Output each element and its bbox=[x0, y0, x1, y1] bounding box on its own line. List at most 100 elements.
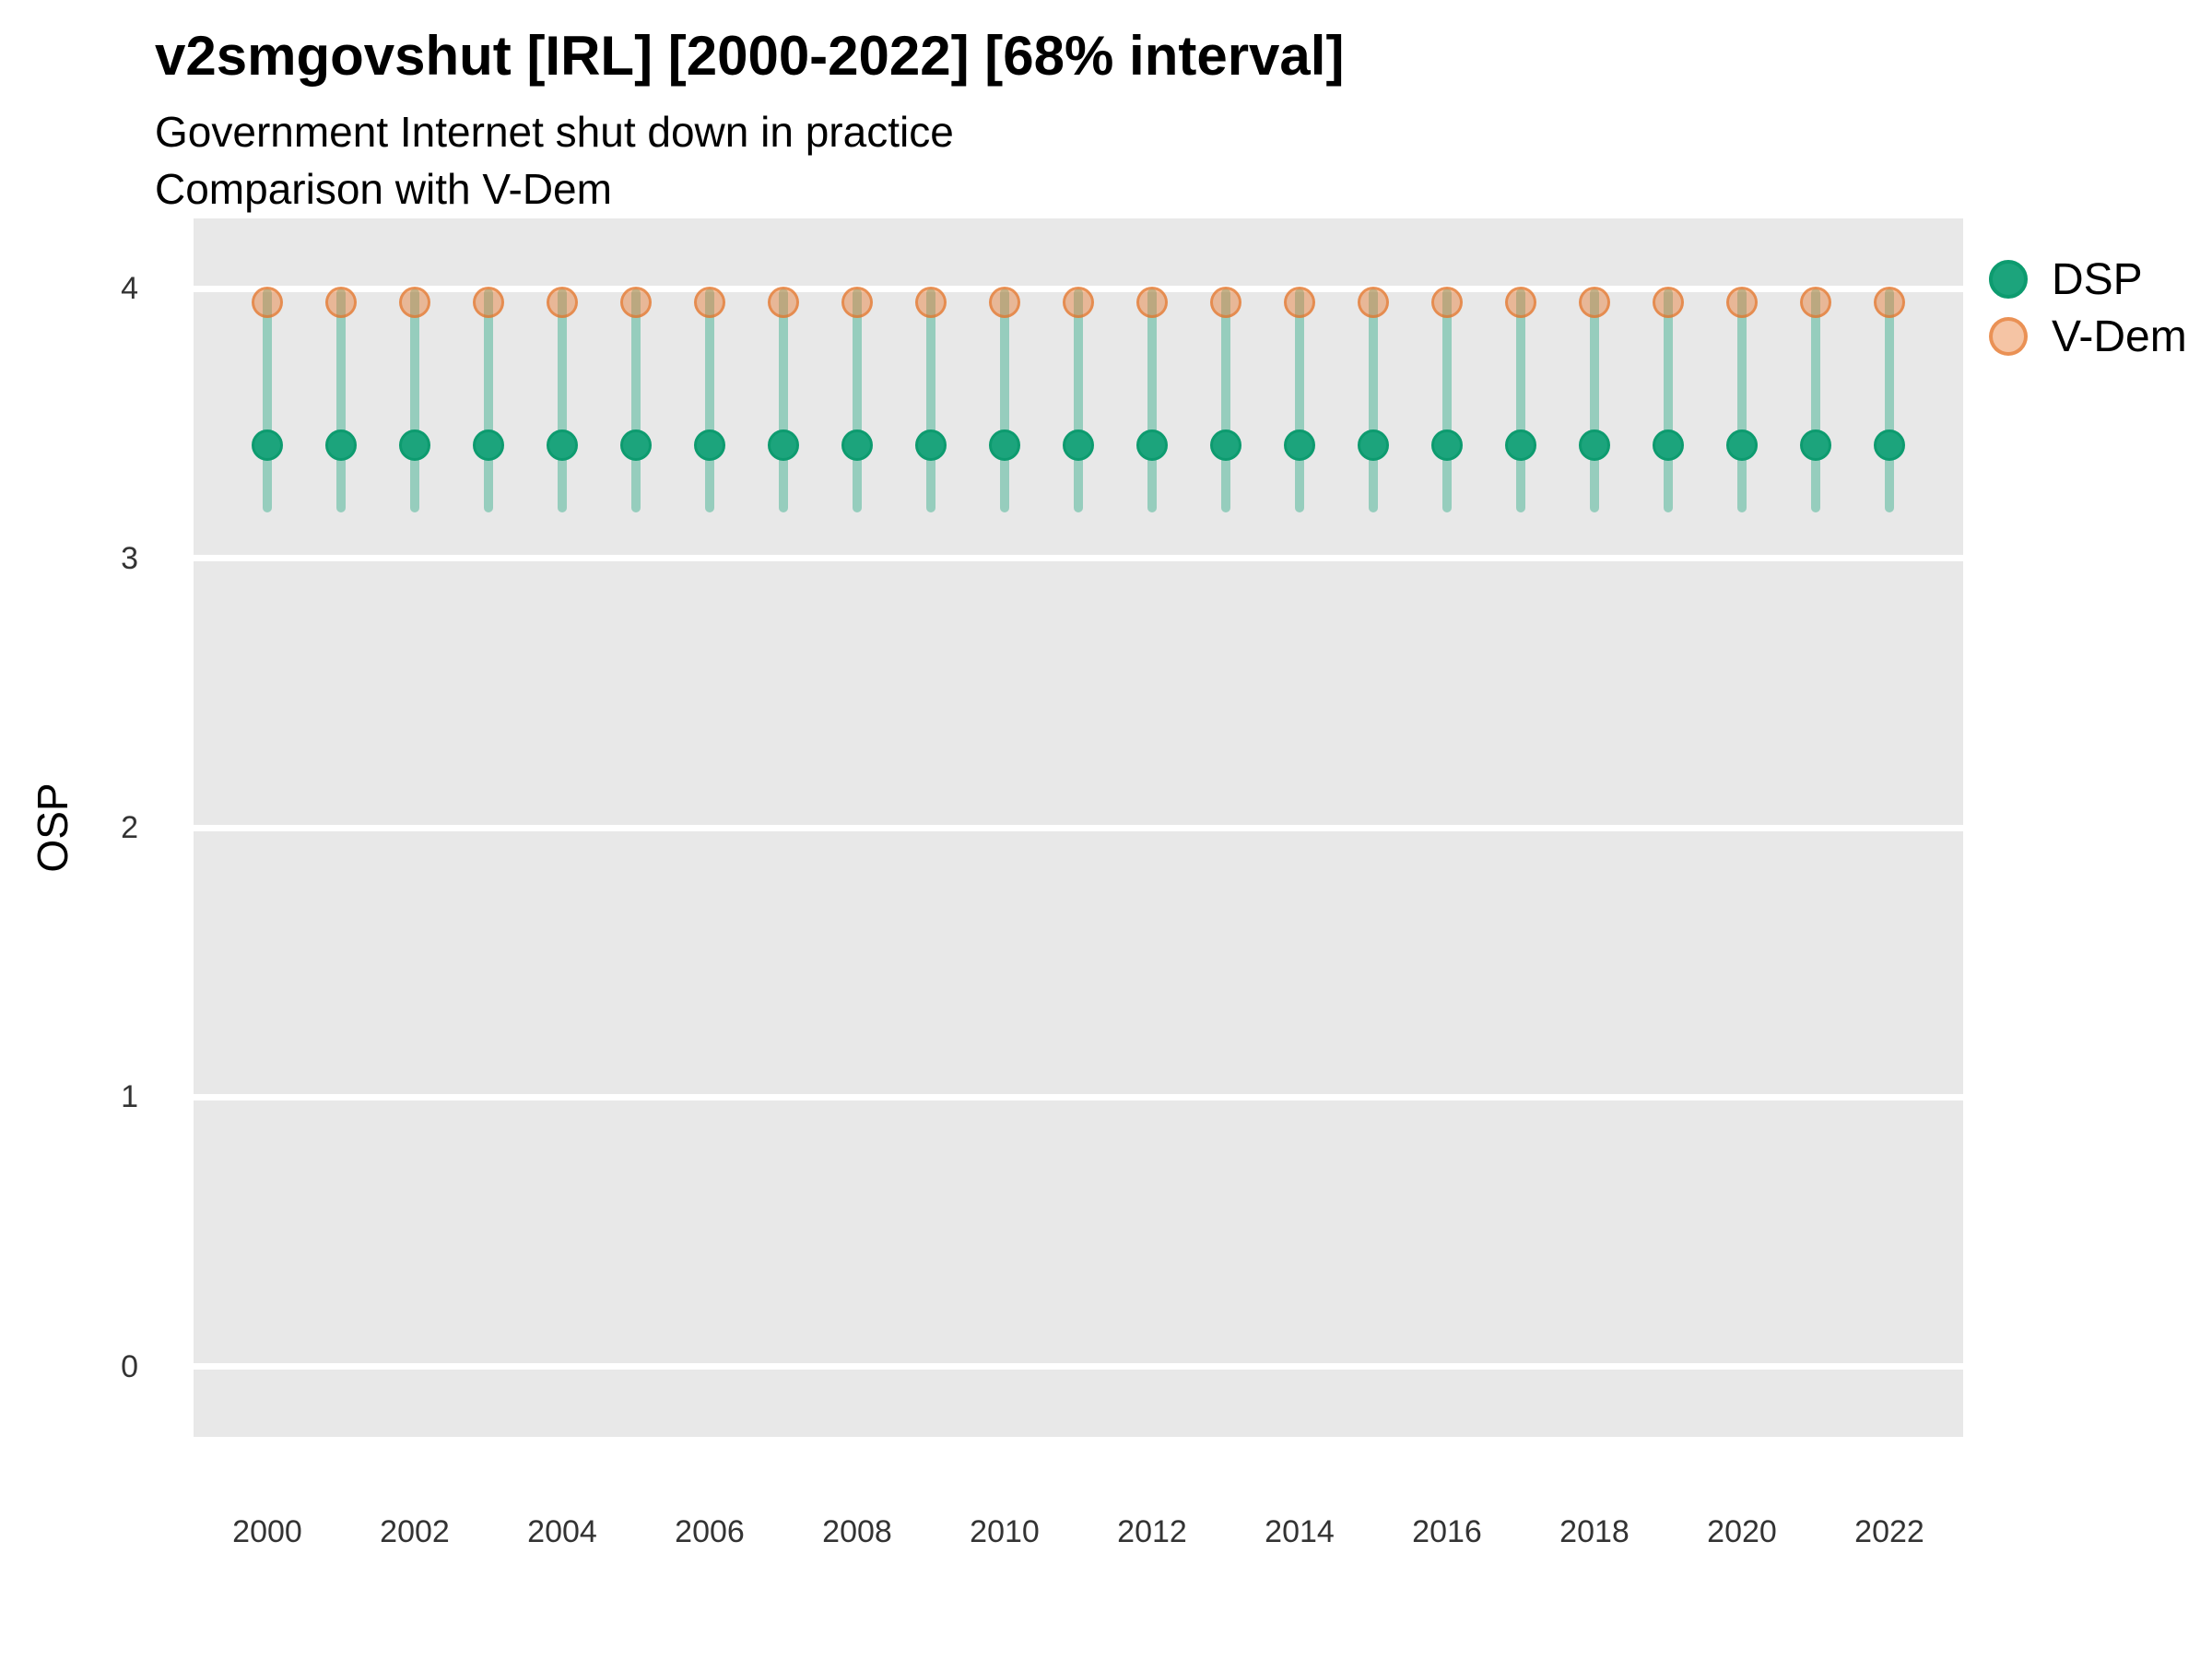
x-tick-label: 2008 bbox=[822, 1514, 892, 1549]
data-point-vdem bbox=[1431, 286, 1463, 318]
data-point-vdem bbox=[1284, 286, 1315, 318]
legend: DSP V-Dem bbox=[1989, 251, 2187, 365]
data-point-vdem bbox=[1874, 286, 1905, 318]
data-point-dsp bbox=[620, 429, 652, 461]
x-tick-label: 2010 bbox=[970, 1514, 1040, 1549]
data-point-vdem bbox=[1210, 286, 1241, 318]
data-point-dsp bbox=[1431, 429, 1463, 461]
interval-bar bbox=[558, 288, 567, 512]
data-point-dsp bbox=[325, 429, 357, 461]
y-tick-label: 2 bbox=[121, 810, 138, 845]
data-point-vdem bbox=[399, 286, 430, 318]
dsp-point-icon bbox=[1989, 260, 2028, 299]
x-tick-label: 2018 bbox=[1559, 1514, 1630, 1549]
data-point-dsp bbox=[1653, 429, 1684, 461]
data-point-vdem bbox=[989, 286, 1020, 318]
data-point-vdem bbox=[1505, 286, 1536, 318]
interval-bar bbox=[1074, 288, 1083, 512]
data-point-dsp bbox=[1136, 429, 1168, 461]
data-point-vdem bbox=[694, 286, 725, 318]
data-point-dsp bbox=[989, 429, 1020, 461]
interval-bar bbox=[1147, 288, 1157, 512]
data-point-dsp bbox=[1874, 429, 1905, 461]
x-tick-label: 2022 bbox=[1854, 1514, 1924, 1549]
y-tick-label: 0 bbox=[121, 1348, 138, 1384]
interval-bar bbox=[336, 288, 346, 512]
data-point-dsp bbox=[547, 429, 578, 461]
interval-bar bbox=[1664, 288, 1673, 512]
data-point-vdem bbox=[915, 286, 947, 318]
data-point-vdem bbox=[841, 286, 873, 318]
legend-item-vdem: V-Dem bbox=[1989, 308, 2187, 365]
interval-bar bbox=[631, 288, 641, 512]
data-point-dsp bbox=[399, 429, 430, 461]
interval-bar bbox=[1295, 288, 1304, 512]
data-point-vdem bbox=[1579, 286, 1610, 318]
plot-panel bbox=[194, 218, 1963, 1437]
legend-item-dsp: DSP bbox=[1989, 251, 2187, 308]
interval-bar bbox=[705, 288, 714, 512]
data-point-dsp bbox=[1505, 429, 1536, 461]
data-point-vdem bbox=[547, 286, 578, 318]
data-point-dsp bbox=[841, 429, 873, 461]
data-point-dsp bbox=[1358, 429, 1389, 461]
data-point-vdem bbox=[252, 286, 283, 318]
x-tick-label: 2014 bbox=[1265, 1514, 1335, 1549]
x-tick-label: 2016 bbox=[1412, 1514, 1482, 1549]
data-point-vdem bbox=[325, 286, 357, 318]
data-point-dsp bbox=[473, 429, 504, 461]
data-point-dsp bbox=[768, 429, 799, 461]
data-point-vdem bbox=[620, 286, 652, 318]
x-tick-label: 2006 bbox=[675, 1514, 745, 1549]
interval-bar bbox=[1000, 288, 1009, 512]
gridline-y-1 bbox=[194, 1093, 1963, 1100]
legend-label-vdem: V-Dem bbox=[2052, 312, 2187, 361]
interval-bar bbox=[263, 288, 272, 512]
interval-bar bbox=[853, 288, 862, 512]
chart-title: v2smgovshut [IRL] [2000-2022] [68% inter… bbox=[155, 25, 1345, 87]
data-point-dsp bbox=[1284, 429, 1315, 461]
data-point-vdem bbox=[1136, 286, 1168, 318]
data-point-vdem bbox=[1063, 286, 1094, 318]
data-point-dsp bbox=[1800, 429, 1831, 461]
interval-bar bbox=[1369, 288, 1378, 512]
x-tick-label: 2002 bbox=[380, 1514, 450, 1549]
data-point-dsp bbox=[252, 429, 283, 461]
gridline-y-2 bbox=[194, 824, 1963, 831]
legend-label-dsp: DSP bbox=[2052, 254, 2143, 304]
y-tick-label: 3 bbox=[121, 540, 138, 576]
data-point-vdem bbox=[1358, 286, 1389, 318]
data-point-vdem bbox=[473, 286, 504, 318]
x-tick-label: 2004 bbox=[527, 1514, 597, 1549]
data-point-dsp bbox=[915, 429, 947, 461]
interval-bar bbox=[1442, 288, 1452, 512]
y-tick-label: 4 bbox=[121, 271, 138, 307]
vdem-point-icon bbox=[1989, 317, 2028, 356]
interval-bar bbox=[926, 288, 935, 512]
data-point-dsp bbox=[1726, 429, 1758, 461]
interval-bar bbox=[410, 288, 419, 512]
data-point-dsp bbox=[1210, 429, 1241, 461]
interval-bar bbox=[779, 288, 788, 512]
interval-bar bbox=[1221, 288, 1230, 512]
interval-bar bbox=[484, 288, 493, 512]
data-point-vdem bbox=[1800, 286, 1831, 318]
x-tick-label: 2000 bbox=[232, 1514, 302, 1549]
interval-bar bbox=[1590, 288, 1599, 512]
x-tick-label: 2020 bbox=[1707, 1514, 1777, 1549]
data-point-dsp bbox=[694, 429, 725, 461]
data-point-dsp bbox=[1063, 429, 1094, 461]
gridline-y-0 bbox=[194, 1363, 1963, 1371]
interval-bar bbox=[1737, 288, 1747, 512]
data-point-vdem bbox=[768, 286, 799, 318]
interval-bar bbox=[1885, 288, 1894, 512]
chart-subtitle: Government Internet shut down in practic… bbox=[155, 108, 954, 156]
interval-bar bbox=[1811, 288, 1820, 512]
gridline-y-3 bbox=[194, 555, 1963, 562]
y-tick-label: 1 bbox=[121, 1079, 138, 1115]
data-point-vdem bbox=[1653, 286, 1684, 318]
x-tick-label: 2012 bbox=[1117, 1514, 1187, 1549]
interval-bar bbox=[1516, 288, 1525, 512]
data-point-dsp bbox=[1579, 429, 1610, 461]
data-point-vdem bbox=[1726, 286, 1758, 318]
